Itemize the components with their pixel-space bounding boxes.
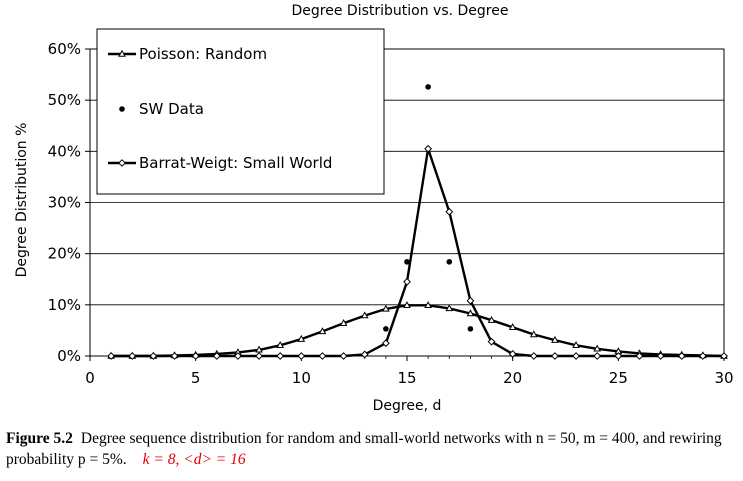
legend-box	[96, 28, 385, 195]
data-point	[698, 352, 707, 360]
data-point	[404, 259, 410, 265]
x-tick-label: 30	[714, 369, 733, 387]
data-point	[318, 352, 327, 360]
data-point	[593, 352, 602, 360]
y-tick-label: 20%	[48, 245, 81, 263]
data-point	[403, 301, 411, 309]
data-point	[212, 352, 221, 360]
data-point	[445, 207, 454, 216]
data-point	[593, 344, 602, 352]
x-tick-label: 15	[397, 369, 416, 387]
legend-swatch-marker	[118, 49, 126, 57]
data-point	[339, 352, 348, 360]
data-point	[614, 352, 623, 360]
data-point	[572, 341, 580, 348]
legend-label: Poisson: Random	[139, 45, 267, 63]
data-point	[467, 326, 474, 332]
data-point	[297, 334, 306, 342]
data-point	[107, 352, 116, 360]
data-point	[276, 352, 285, 360]
data-point	[149, 352, 158, 360]
data-point	[276, 341, 285, 348]
y-tick-label: 40%	[48, 142, 81, 160]
data-point	[572, 352, 580, 360]
series-1	[107, 301, 728, 359]
data-point	[551, 335, 559, 343]
legend-swatch-marker	[119, 106, 125, 112]
data-point	[424, 144, 433, 153]
data-point	[318, 327, 327, 335]
data-point	[255, 345, 263, 353]
series-layer	[107, 84, 728, 360]
data-point	[425, 84, 431, 90]
y-tick-label: 60%	[48, 40, 81, 58]
degree-distribution-chart: Degree Distribution vs. Degree 0% 10% 20% 3…	[14, 3, 734, 414]
y-axis-label: Degree Distribution %	[14, 123, 30, 278]
data-point	[297, 352, 306, 360]
x-tick-label: 5	[191, 369, 201, 387]
y-tick-label: 0%	[57, 347, 81, 365]
data-point	[466, 296, 475, 305]
data-point	[487, 337, 496, 346]
data-point	[383, 326, 389, 332]
legend-label: SW Data	[139, 100, 204, 118]
figure-caption-text: Degree sequence distribution for random …	[6, 430, 722, 468]
legend-swatch-marker	[118, 159, 126, 167]
data-point	[339, 319, 348, 326]
data-point	[508, 323, 517, 331]
data-point	[529, 330, 538, 338]
data-point	[508, 350, 517, 358]
series-line	[111, 304, 725, 358]
data-point	[403, 277, 411, 286]
data-point	[128, 352, 137, 360]
series-2	[383, 84, 474, 332]
data-point	[234, 352, 242, 360]
data-point	[635, 352, 644, 360]
y-tick-label: 50%	[48, 91, 81, 109]
data-point	[381, 339, 390, 348]
data-point	[191, 352, 200, 360]
x-tick-label: 25	[609, 369, 628, 387]
figure-caption: Figure 5.2 Degree sequence distribution f…	[6, 428, 741, 470]
data-point	[360, 311, 369, 319]
data-point	[677, 352, 686, 360]
data-point	[382, 304, 390, 312]
data-point	[487, 315, 496, 323]
figure-label: Figure 5.2	[6, 430, 73, 447]
y-tick-label: 10%	[48, 296, 81, 314]
y-tick-label: 30%	[48, 194, 81, 212]
data-point	[445, 304, 454, 312]
x-tick-label: 0	[85, 369, 95, 387]
data-point	[446, 259, 453, 265]
data-point	[360, 350, 369, 359]
caption-annotation: k = 8, <d> = 16	[142, 451, 246, 468]
data-point	[551, 352, 559, 360]
data-point	[720, 352, 728, 360]
data-point	[466, 309, 475, 317]
data-point	[170, 352, 179, 360]
axes: 0% 10% 20% 30% 40% 50% 60% 0 5 10 15 20 25 30	[48, 40, 734, 387]
x-tick-label: 10	[292, 369, 311, 387]
chart-title: Degree Distribution vs. Degree	[292, 3, 509, 19]
series-3	[107, 144, 728, 360]
x-axis-label: Degree, d	[373, 398, 442, 414]
data-point	[424, 301, 432, 309]
data-point	[656, 352, 665, 360]
chart-legend: Poisson: Random SW Data Barrat-Weigt: Smal…	[96, 28, 385, 195]
data-point	[255, 352, 263, 360]
legend-label: Barrat-Weigt: Small World	[139, 154, 332, 172]
data-point	[529, 352, 538, 360]
x-tick-label: 20	[503, 369, 522, 387]
